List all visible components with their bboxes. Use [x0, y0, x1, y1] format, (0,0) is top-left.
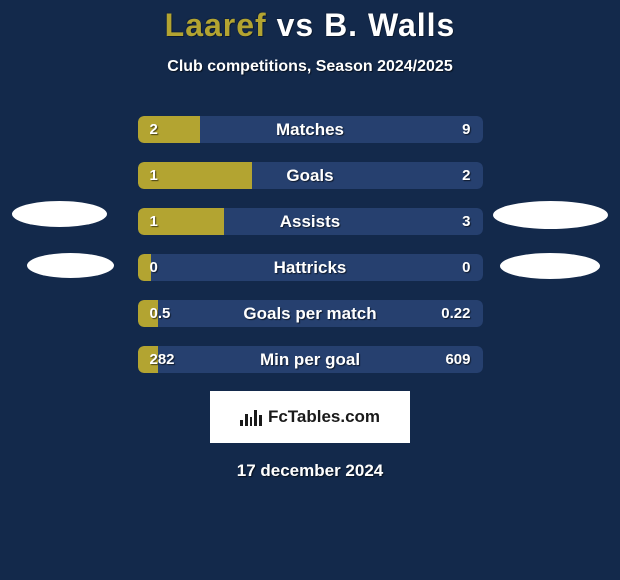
stat-row: 29Matches [138, 116, 483, 143]
brand-bars-icon [240, 408, 262, 426]
stat-row: 13Assists [138, 208, 483, 235]
title-right-name: B. Walls [324, 7, 455, 43]
brand-badge[interactable]: FcTables.com [210, 391, 410, 443]
right-team-logo-1 [493, 201, 608, 229]
stat-label: Matches [138, 116, 483, 143]
stat-label: Min per goal [138, 346, 483, 373]
stat-row: 12Goals [138, 162, 483, 189]
stat-label: Hattricks [138, 254, 483, 281]
stat-label: Goals [138, 162, 483, 189]
stat-row: 0.50.22Goals per match [138, 300, 483, 327]
title-left-name: Laaref [165, 7, 267, 43]
title-vs: vs [277, 7, 324, 43]
stat-label: Assists [138, 208, 483, 235]
page-title: Laaref vs B. Walls [0, 7, 620, 44]
stats-block: 29Matches 12Goals 13Assists 00Hattricks 0.50… [138, 116, 483, 373]
left-team-logo-1 [12, 201, 107, 227]
stat-row: 282609Min per goal [138, 346, 483, 373]
right-team-logo-2 [500, 253, 600, 279]
left-team-logo-2 [27, 253, 114, 278]
stat-row: 00Hattricks [138, 254, 483, 281]
date-line: 17 december 2024 [0, 461, 620, 481]
comparison-card: Laaref vs B. Walls Club competitions, Se… [0, 0, 620, 580]
brand-text: FcTables.com [268, 407, 380, 427]
subtitle: Club competitions, Season 2024/2025 [0, 58, 620, 76]
stat-label: Goals per match [138, 300, 483, 327]
